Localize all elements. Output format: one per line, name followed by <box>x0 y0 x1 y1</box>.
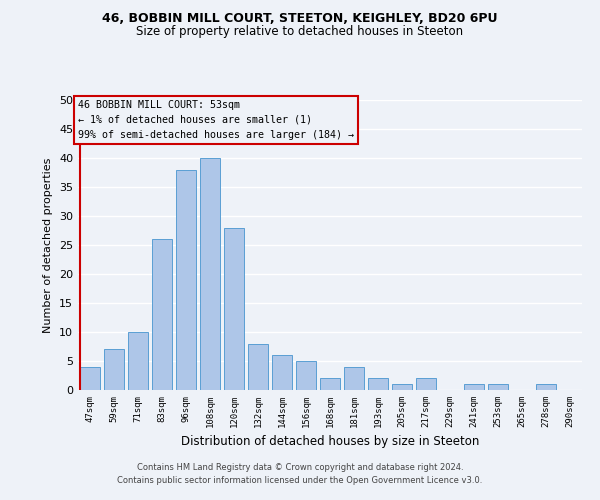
Text: 46, BOBBIN MILL COURT, STEETON, KEIGHLEY, BD20 6PU: 46, BOBBIN MILL COURT, STEETON, KEIGHLEY… <box>102 12 498 26</box>
Bar <box>176 170 196 390</box>
Bar <box>368 378 388 390</box>
Bar <box>248 344 268 390</box>
Y-axis label: Number of detached properties: Number of detached properties <box>43 158 53 332</box>
Bar <box>536 384 556 390</box>
Bar <box>80 367 100 390</box>
X-axis label: Distribution of detached houses by size in Steeton: Distribution of detached houses by size … <box>181 436 479 448</box>
Bar <box>104 350 124 390</box>
Bar <box>224 228 244 390</box>
Bar <box>296 361 316 390</box>
Text: Contains public sector information licensed under the Open Government Licence v3: Contains public sector information licen… <box>118 476 482 485</box>
Bar <box>152 239 172 390</box>
Bar <box>272 355 292 390</box>
Bar <box>320 378 340 390</box>
Bar <box>128 332 148 390</box>
Bar <box>464 384 484 390</box>
Text: Contains HM Land Registry data © Crown copyright and database right 2024.: Contains HM Land Registry data © Crown c… <box>137 464 463 472</box>
Bar <box>416 378 436 390</box>
Bar <box>392 384 412 390</box>
Bar <box>200 158 220 390</box>
Bar <box>344 367 364 390</box>
Text: Size of property relative to detached houses in Steeton: Size of property relative to detached ho… <box>136 25 464 38</box>
Bar <box>488 384 508 390</box>
Text: 46 BOBBIN MILL COURT: 53sqm
← 1% of detached houses are smaller (1)
99% of semi-: 46 BOBBIN MILL COURT: 53sqm ← 1% of deta… <box>78 100 354 140</box>
